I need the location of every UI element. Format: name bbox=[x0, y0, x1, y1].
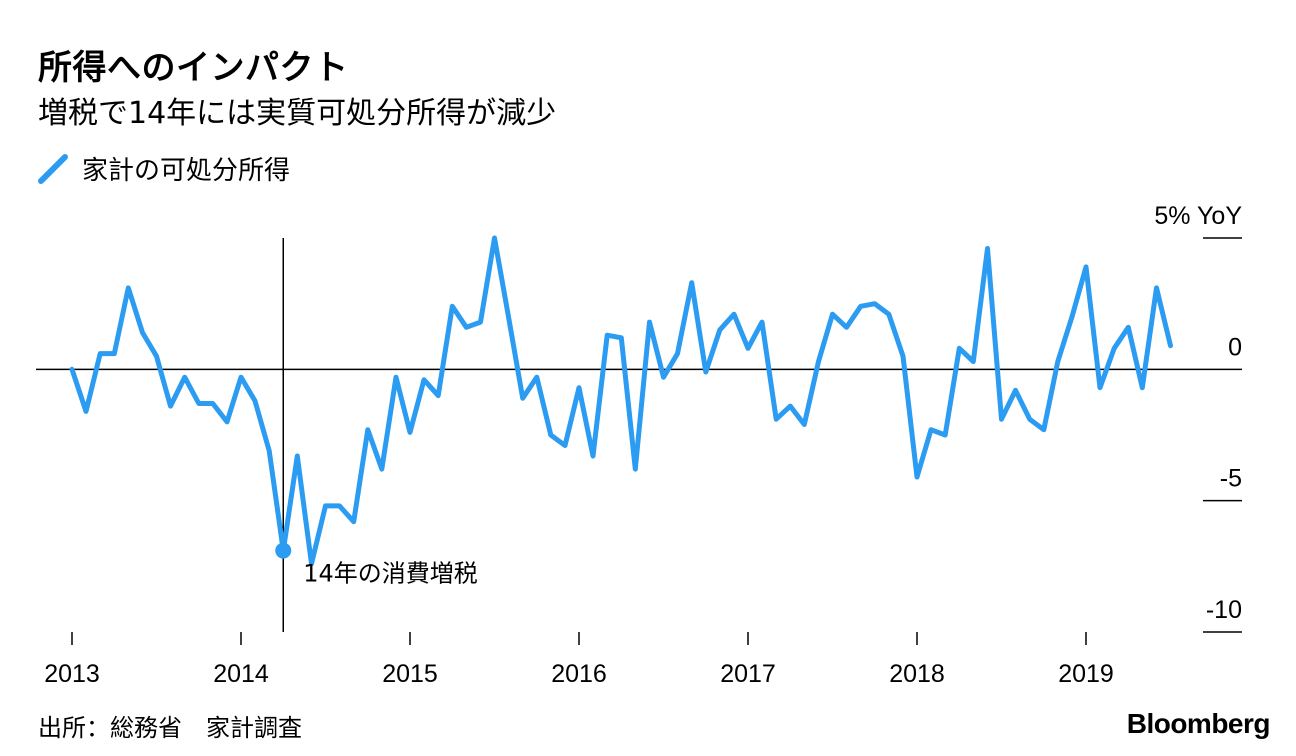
y-tick-label: 0 bbox=[1228, 333, 1242, 361]
annotation-label: 14年の消費増税 bbox=[303, 560, 478, 588]
legend: 家計の可処分所得 bbox=[38, 150, 290, 187]
chart-subtitle: 増税で14年には実質可処分所得が減少 bbox=[38, 96, 557, 131]
x-tick-label: 2016 bbox=[551, 660, 607, 688]
legend-label: 家計の可処分所得 bbox=[82, 156, 291, 186]
source-note: 出所：総務省 家計調査 bbox=[38, 714, 302, 742]
y-tick-label: -5 bbox=[1220, 465, 1242, 493]
y-tick-label: 5% YoY bbox=[1154, 202, 1242, 230]
x-tick-label: 2014 bbox=[213, 660, 269, 688]
x-tick-label: 2015 bbox=[382, 660, 438, 688]
series-line bbox=[69, 235, 1173, 567]
y-tick-label: -10 bbox=[1206, 596, 1242, 624]
legend-swatch bbox=[38, 153, 68, 184]
x-tick-label: 2018 bbox=[889, 660, 945, 688]
chart-title: 所得へのインパクト bbox=[38, 48, 349, 88]
x-tick-label: 2019 bbox=[1058, 660, 1114, 688]
annotation-marker bbox=[275, 542, 292, 559]
x-tick-label: 2013 bbox=[44, 660, 100, 688]
brand-logo: Bloomberg bbox=[1126, 708, 1271, 739]
legend-swatch-line bbox=[38, 153, 68, 184]
x-tick-label: 2017 bbox=[720, 660, 776, 688]
